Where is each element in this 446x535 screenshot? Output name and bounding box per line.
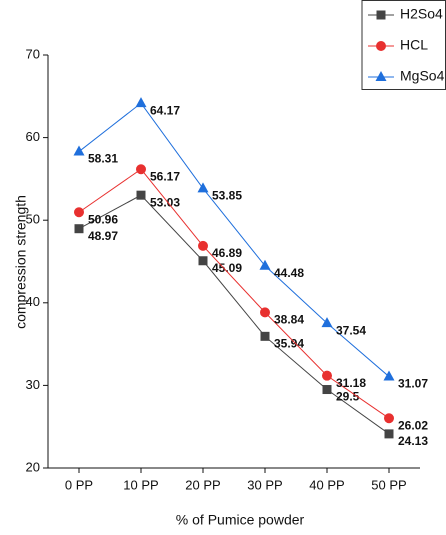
data-label: 38.84 [274,313,304,327]
data-label: 48.97 [88,229,118,243]
data-label: 64.17 [150,103,180,117]
x-tick-label: 20 PP [185,477,220,492]
marker [321,317,333,328]
y-tick-label: 50 [26,212,40,227]
marker [197,182,209,193]
marker [198,240,208,251]
marker [74,224,84,234]
data-label: 53.85 [212,189,242,203]
legend-label: H2So4 [400,6,443,22]
y-tick-label: 20 [26,459,40,474]
y-tick-label: 30 [26,377,40,392]
data-label: 50.96 [88,212,118,226]
marker [136,190,146,200]
marker [322,385,332,395]
marker [74,207,84,218]
marker [136,164,146,175]
y-tick-label: 60 [26,129,40,144]
marker [135,97,147,108]
data-label: 35.94 [274,337,304,351]
data-label: 44.48 [274,266,304,280]
marker [384,429,394,439]
y-tick-label: 40 [26,294,40,309]
data-label: 31.18 [336,376,366,390]
data-label: 26.02 [398,418,428,432]
data-label: 37.54 [336,323,366,337]
data-label: 53.03 [150,195,180,209]
y-tick-label: 70 [26,46,40,61]
marker [259,259,271,270]
y-axis-label: compression strength [13,195,29,329]
marker [260,331,270,341]
x-tick-label: 0 PP [65,477,93,492]
data-label: 56.17 [150,169,180,183]
data-label: 31.07 [398,377,428,391]
marker [322,370,332,381]
x-axis-label: % of Pumice powder [176,512,305,528]
marker [384,413,394,424]
data-label: 24.13 [398,434,428,448]
marker [376,41,386,51]
x-tick-label: 40 PP [309,477,344,492]
data-label: 46.89 [212,246,242,260]
x-tick-label: 50 PP [371,477,406,492]
marker [376,10,386,20]
legend-label: MgSo4 [400,68,445,84]
data-label: 58.31 [88,152,118,166]
marker [260,307,270,318]
marker [375,71,387,81]
marker [383,370,395,381]
series-line [78,194,390,435]
marker [73,145,85,156]
series-line [78,168,390,419]
data-label: 29.5 [336,390,360,404]
data-label: 45.09 [212,261,242,275]
x-tick-label: 10 PP [123,477,158,492]
series-line [78,102,390,377]
x-tick-label: 30 PP [247,477,282,492]
legend-label: HCL [400,37,428,53]
marker [198,256,208,266]
